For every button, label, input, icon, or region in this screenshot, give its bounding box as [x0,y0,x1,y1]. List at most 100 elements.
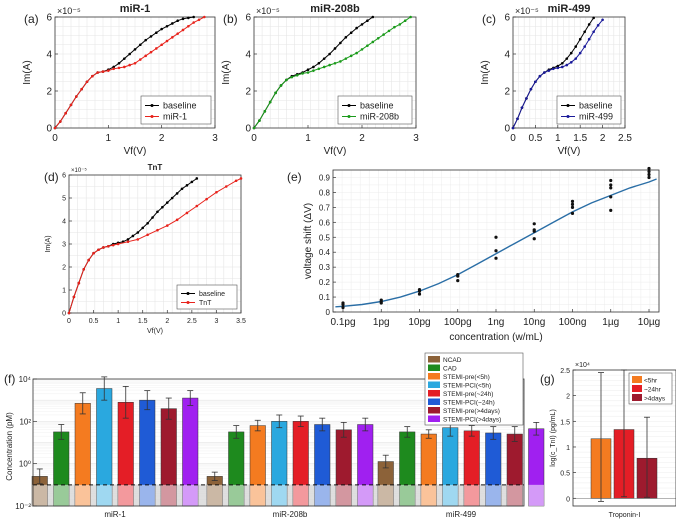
panel-letter: (d) [44,170,59,184]
series-point [366,19,369,23]
series-point [133,61,137,65]
x-tick-label: 2 [165,318,169,325]
series-point [525,97,528,100]
y-tick-label: 6 [245,13,251,24]
x-axis-label: concentration (w/mL) [449,332,542,343]
legend: <5hr ~24hr >4days [628,372,673,405]
series-point [371,40,375,44]
x-tick-label: 1 [305,133,311,144]
series-point [197,18,201,22]
bar-faded-portion [421,484,437,506]
x-tick-label: 2 [600,133,606,144]
series-point [123,65,126,69]
series-point [306,71,310,74]
y-tick-label: 4 [62,218,66,225]
y-tick-label: 1.5 [560,419,570,426]
y-axis-label: Im(A) [221,60,232,84]
legend-box [337,95,413,125]
bar-faded-portion [96,484,112,506]
x-tick-label: 1 [116,318,120,325]
legend-marker [150,104,154,107]
y-tick-label: 0.8 [319,188,331,197]
legend-label: TnT [199,300,212,307]
axes-box [512,16,626,129]
data-point [609,195,613,199]
series-point [136,231,140,234]
series-point [187,24,190,28]
data-point [532,222,536,226]
series-point [398,23,402,26]
panel-letter: (b) [223,12,238,26]
legend-swatch [428,398,440,405]
y-tick-label: 0 [504,124,510,135]
series-point [136,238,140,241]
series-point [328,63,331,67]
series-point [569,61,573,64]
legend-marker [186,301,190,304]
panel-g: 0 0.5 1 1.5 2 2.5 ×10⁴ Troponin-I log(c_TnI) (pg… [540,362,676,519]
series-point [583,45,586,48]
x-tick-label: 1ng [488,317,505,328]
data-point [647,175,651,180]
series-point [560,61,564,65]
series-point [175,192,179,195]
x-tick-label: 2.5 [618,133,632,144]
x-tick-label: 1.5 [573,133,587,144]
series-point [185,184,189,187]
panel-letter: (c) [482,12,496,26]
data-point [341,305,345,310]
x-tick-label: 100ng [559,317,587,328]
series-point [123,57,126,60]
series-point [252,126,256,130]
data-point [570,199,575,203]
y-axis-label: Im(A) [480,60,491,84]
y-tick-label: 0.9 [319,173,331,182]
series-point [215,190,218,194]
series-point [403,19,407,23]
y-tick-label: 10⁴ [19,375,32,384]
series-point [349,54,353,58]
y-tick-label: 10² [19,417,31,426]
legend-label: miR-208b [360,112,399,122]
bar-faded-portion [182,484,198,506]
legend-label: miR-1 [163,112,187,122]
x-tick-label: 0 [52,133,58,144]
legend-marker [566,104,570,107]
series-point [192,15,195,19]
series-point [574,45,578,48]
legend-marker [150,115,154,118]
legend-swatch [632,385,642,392]
legend-label: <5hr [644,378,658,385]
series-point [67,311,71,315]
data-point [379,298,383,302]
y-tick-label: 4 [46,50,52,61]
bar-faded-portion [161,484,177,506]
series-point [97,248,100,252]
legend-swatch [428,390,440,397]
panel-f: 10⁻² 10⁰ 10² 10⁴ miR-1 miR-208b miR-499 Concent… [4,352,545,519]
series-point [72,295,76,299]
series-point [165,201,169,204]
series-point [176,19,179,23]
x-tick-label: 1pg [373,317,390,328]
data-point [532,228,536,232]
y-tick-label: 0.3 [319,263,331,272]
bar-faded-portion [271,484,287,506]
data-point [570,211,575,215]
series-point [96,71,99,74]
series-point [547,69,551,72]
y-tick-label: 10⁻² [15,502,31,511]
series-point [126,240,130,243]
legend-label: baseline [163,101,197,111]
series-point [92,251,95,255]
y-tick-label: 1 [62,287,66,294]
legend-box [176,284,238,310]
series-point [107,69,110,72]
y-tick-label: 5 [62,195,66,202]
series-point [285,78,288,82]
series-point [64,111,67,115]
series-point [116,242,120,246]
series-point [552,67,555,71]
